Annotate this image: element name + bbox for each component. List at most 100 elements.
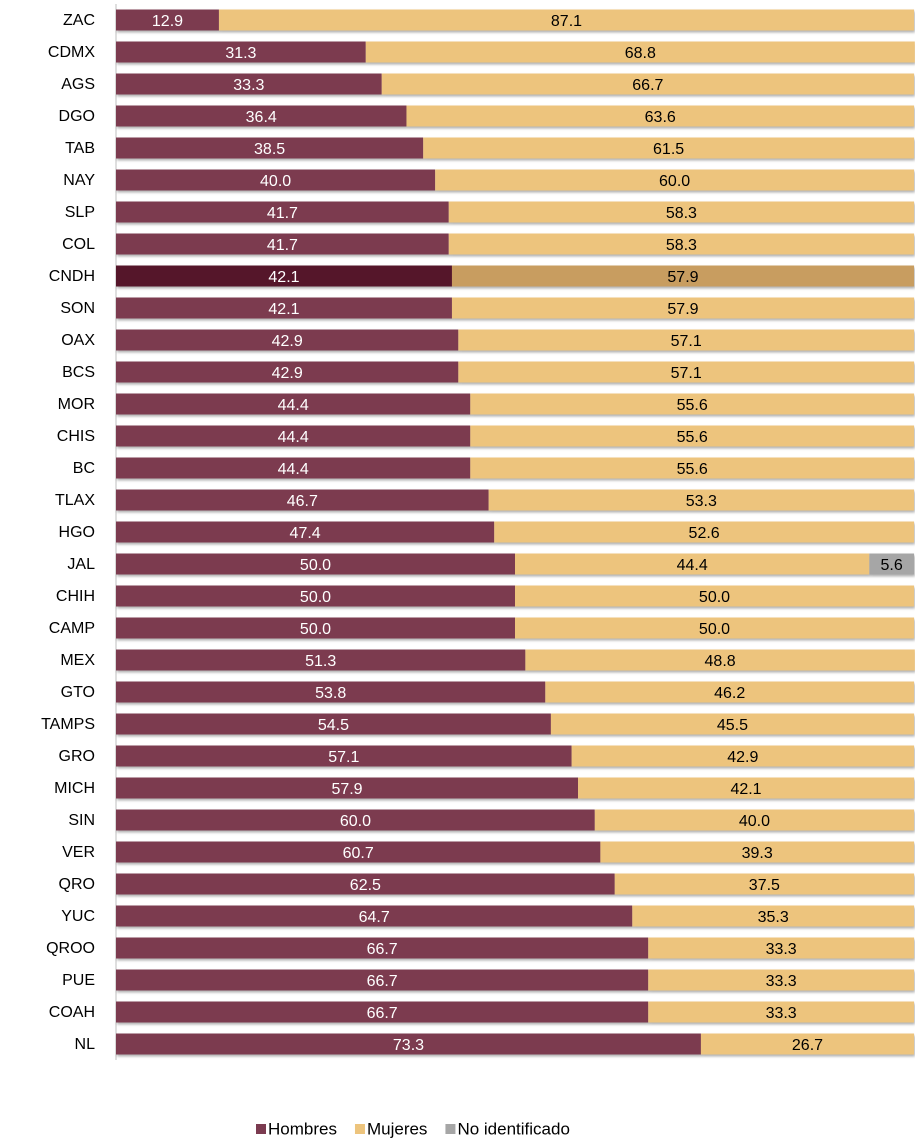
bar-segment [600, 841, 914, 863]
y-tick-label: DGO [59, 108, 95, 125]
bar-segment [515, 585, 914, 607]
data-label: 47.4 [290, 525, 321, 542]
bar-segment [700, 1033, 914, 1055]
bar-row [116, 137, 914, 159]
bar-row [116, 73, 914, 95]
data-label: 55.6 [677, 397, 708, 414]
bar-segment [550, 713, 914, 735]
legend-swatch [445, 1124, 456, 1134]
bar-segment [116, 41, 366, 63]
bar-segment [116, 937, 649, 959]
bar-segment [515, 617, 914, 639]
bar-segment [458, 329, 914, 351]
y-tick-label: VER [62, 844, 95, 861]
bar-segment [470, 425, 914, 447]
bar-segment [614, 873, 914, 895]
bar-segment [458, 361, 914, 383]
data-label: 57.1 [671, 333, 702, 350]
bar-segment [116, 201, 449, 223]
bar-row [116, 265, 914, 287]
bar-segment [525, 649, 915, 671]
bar-row [116, 489, 914, 511]
data-label: 58.3 [666, 205, 697, 222]
data-label: 35.3 [758, 909, 789, 926]
data-label: 5.6 [881, 557, 903, 574]
bar-row [116, 873, 914, 895]
bar-segment [116, 1001, 649, 1023]
y-tick-label: QROO [46, 940, 95, 957]
y-tick-label: SIN [68, 812, 95, 829]
bar-row [116, 361, 914, 383]
bar-segment [648, 1001, 914, 1023]
bar-row [116, 585, 914, 607]
bar-row [116, 457, 914, 479]
bar-segment [116, 9, 219, 31]
bar-segment [448, 233, 914, 255]
bar-row [116, 393, 914, 415]
bar-segment [116, 105, 407, 127]
y-tick-label: TAMPS [41, 716, 95, 733]
bar-row [116, 9, 914, 31]
y-tick-label: CHIH [56, 588, 95, 605]
data-label: 33.3 [766, 941, 797, 958]
bar-segment [116, 841, 601, 863]
bar-segment [594, 809, 914, 831]
data-label: 87.1 [551, 13, 582, 30]
data-label: 42.1 [268, 301, 299, 318]
legend-label: No identificado [457, 1119, 569, 1138]
bar-row [116, 553, 914, 575]
bar-segment [116, 745, 572, 767]
bar-segment [116, 137, 424, 159]
y-tick-label: CDMX [48, 44, 95, 61]
y-tick-label: SLP [65, 204, 95, 221]
bar-segment [116, 553, 515, 575]
bar-row [116, 681, 914, 703]
y-tick-label: QRO [59, 876, 95, 893]
data-label: 66.7 [632, 77, 663, 94]
bar-segment [571, 745, 914, 767]
legend-label: Mujeres [367, 1119, 427, 1138]
bar-segment [116, 713, 551, 735]
bar-row [116, 41, 915, 63]
data-label: 53.8 [315, 685, 346, 702]
bar-segment [116, 169, 436, 191]
y-tick-label: BCS [62, 364, 95, 381]
data-label: 39.3 [742, 845, 773, 862]
bar-segment [116, 425, 471, 447]
y-tick-label: MEX [60, 652, 95, 669]
data-label: 33.3 [766, 973, 797, 990]
data-label: 57.1 [671, 365, 702, 382]
data-label: 50.0 [300, 557, 331, 574]
data-label: 50.0 [699, 621, 730, 638]
data-label: 60.0 [340, 813, 371, 830]
data-label: 46.7 [287, 493, 318, 510]
data-label: 68.8 [625, 45, 656, 62]
bar-segment [435, 169, 914, 191]
bar-row [116, 425, 914, 447]
bar-segment [470, 457, 914, 479]
bar-row [116, 521, 914, 543]
bar-row [116, 969, 914, 991]
bar-segment [545, 681, 914, 703]
bar-segment [116, 457, 471, 479]
data-label: 50.0 [300, 621, 331, 638]
data-label: 36.4 [246, 109, 277, 126]
legend-swatch [256, 1124, 266, 1134]
bar-row [116, 937, 914, 959]
bar-segment [448, 201, 914, 223]
data-label: 53.3 [686, 493, 717, 510]
bar-segment [116, 265, 452, 287]
data-label: 63.6 [645, 109, 676, 126]
bar-row [116, 233, 914, 255]
data-label: 60.0 [659, 173, 690, 190]
data-label: 42.9 [727, 749, 758, 766]
bar-row [116, 745, 914, 767]
y-tick-label: COL [62, 236, 95, 253]
y-tick-label: AGS [61, 76, 95, 93]
bar-segment [116, 1033, 701, 1055]
bar-segment [116, 329, 459, 351]
bar-segment [116, 233, 449, 255]
data-label: 58.3 [666, 237, 697, 254]
y-tick-label: PUE [62, 972, 95, 989]
data-label: 62.5 [350, 877, 381, 894]
